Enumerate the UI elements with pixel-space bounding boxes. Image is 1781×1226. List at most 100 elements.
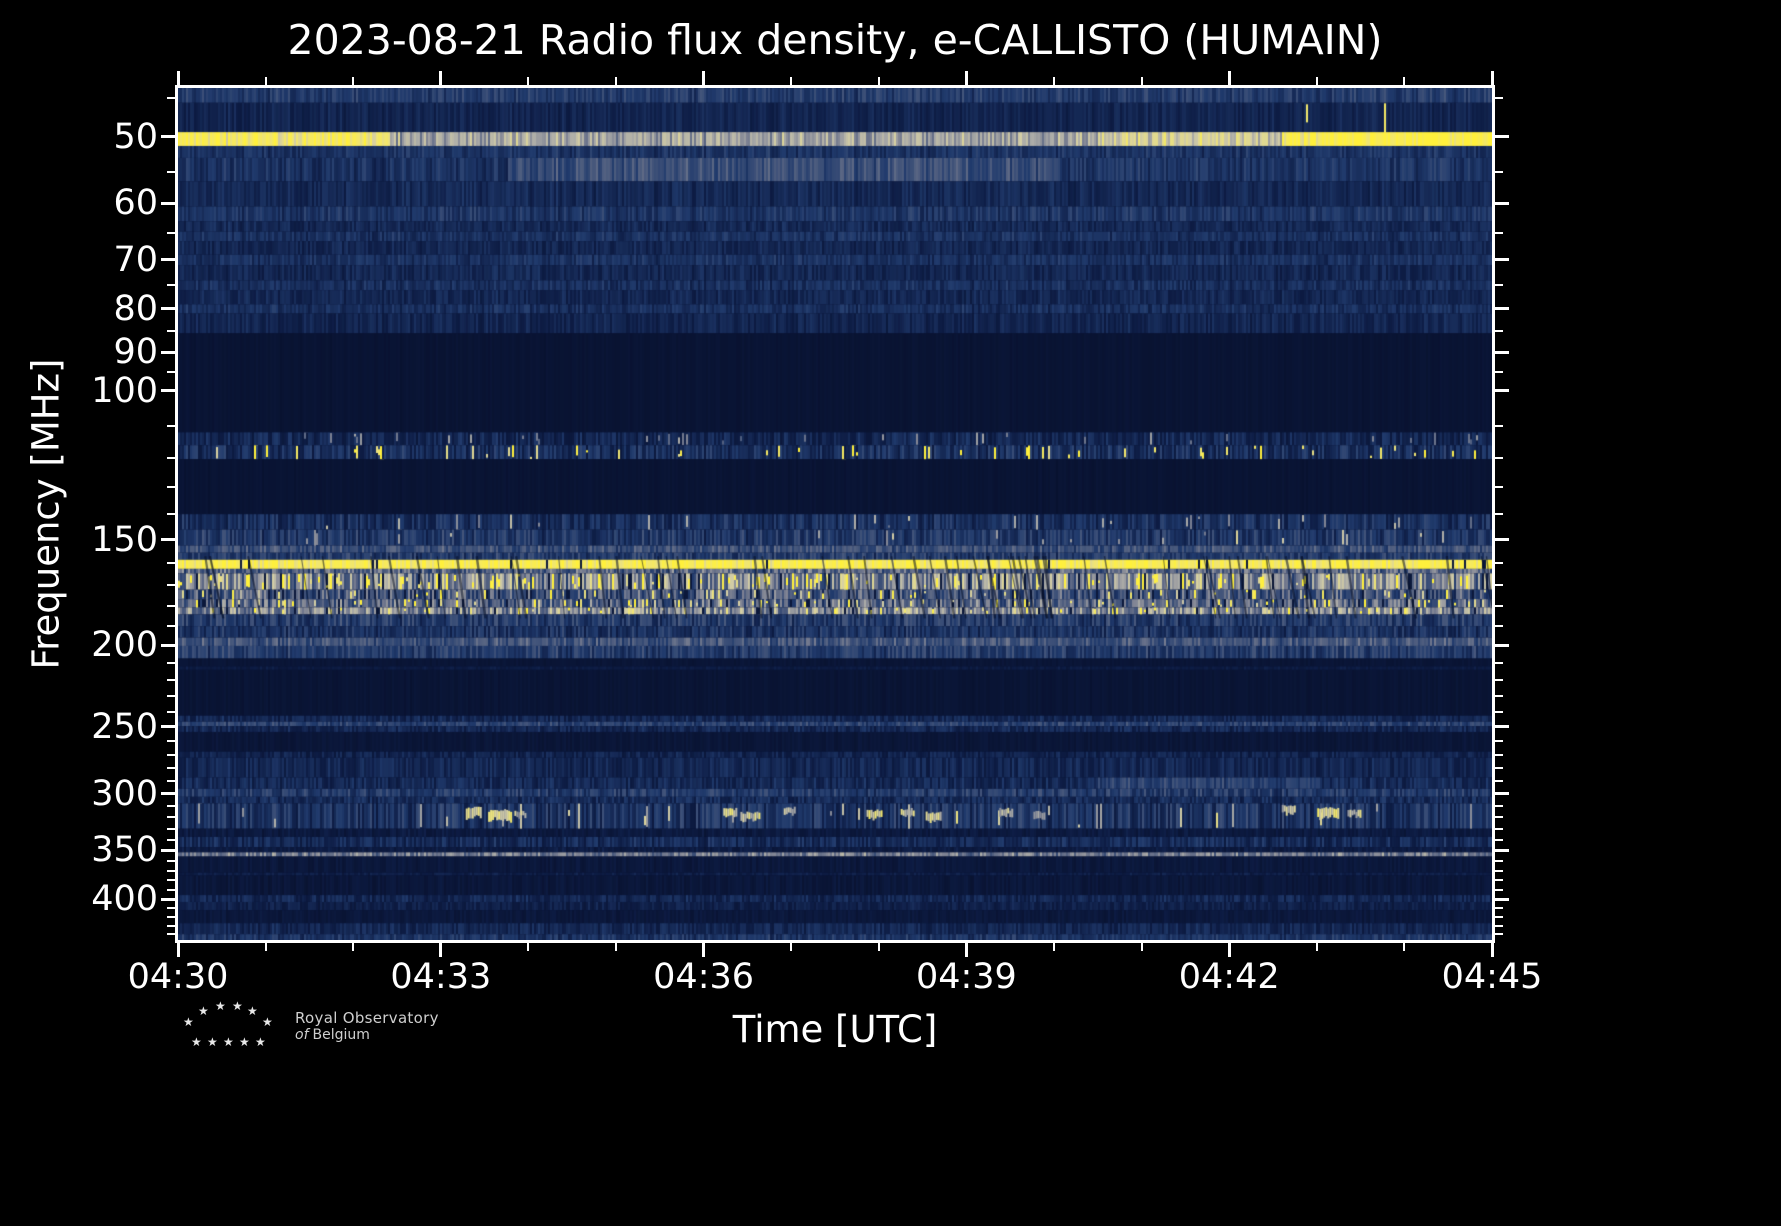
axis-tick [1495, 933, 1503, 936]
axis-tick [1495, 879, 1503, 882]
y-tick-label: 90 [113, 332, 158, 373]
axis-tick [1495, 710, 1503, 713]
axis-tick [1227, 71, 1231, 85]
axis-tick [1495, 816, 1503, 819]
star-icon: ★ [183, 1015, 194, 1029]
axis-tick [527, 77, 530, 85]
star-icon: ★ [232, 999, 243, 1013]
axis-tick [161, 643, 175, 647]
axis-tick [167, 780, 175, 783]
spectrogram-canvas [178, 88, 1492, 940]
rob-logo-line1: Royal Observatory [295, 1009, 439, 1027]
axis-tick [161, 307, 175, 311]
axis-tick [1495, 869, 1503, 872]
star-icon: ★ [223, 1035, 234, 1049]
axis-tick [439, 71, 443, 85]
x-tick-label: 04:45 [1441, 957, 1543, 997]
y-tick-label: 400 [91, 879, 158, 920]
axis-tick [702, 71, 706, 85]
axis-tick [167, 513, 175, 516]
axis-tick [167, 740, 175, 743]
axis-tick [1140, 943, 1143, 951]
axis-tick [167, 924, 175, 927]
y-tick-label: 250 [91, 706, 158, 747]
axis-tick [1495, 513, 1503, 516]
axis-tick [167, 838, 175, 841]
axis-tick [1140, 77, 1143, 85]
axis-tick [167, 625, 175, 628]
spectrogram-plot [175, 85, 1495, 943]
axis-tick [1495, 888, 1503, 891]
axis-tick [790, 943, 793, 951]
axis-tick [167, 816, 175, 819]
axis-tick [964, 943, 968, 957]
axis-tick [167, 695, 175, 698]
x-axis-label: Time [UTC] [732, 1008, 938, 1051]
axis-tick [167, 869, 175, 872]
x-tick-label: 04:42 [1178, 957, 1280, 997]
axis-tick [615, 77, 617, 85]
axis-tick [1495, 907, 1503, 910]
axis-tick [1403, 77, 1406, 85]
axis-tick [1495, 897, 1509, 901]
y-tick-label: 70 [113, 239, 158, 280]
axis-tick [161, 538, 175, 541]
axis-tick [1495, 780, 1503, 783]
axis-tick [176, 71, 180, 85]
axis-tick [1315, 943, 1318, 951]
axis-tick [1495, 370, 1503, 373]
axis-tick [1495, 307, 1509, 311]
axis-tick [1495, 916, 1503, 919]
axis-tick [1495, 625, 1503, 628]
star-icon: ★ [215, 999, 226, 1013]
axis-tick [167, 370, 175, 373]
axis-tick [167, 804, 175, 807]
axis-tick [1495, 838, 1503, 841]
axis-tick [167, 827, 175, 830]
axis-tick [1495, 643, 1509, 647]
axis-tick [167, 907, 175, 910]
axis-tick [1495, 804, 1503, 807]
axis-tick [1495, 389, 1509, 393]
y-tick-label: 200 [91, 625, 158, 666]
axis-tick [877, 943, 880, 951]
axis-tick [1495, 827, 1503, 830]
axis-tick [167, 879, 175, 882]
axis-tick [161, 725, 175, 729]
axis-tick [167, 678, 175, 681]
axis-tick [1490, 943, 1494, 957]
axis-tick [167, 231, 175, 234]
axis-tick [167, 767, 175, 770]
axis-tick [167, 284, 175, 287]
axis-tick [1495, 231, 1503, 234]
axis-tick [1495, 725, 1509, 729]
axis-tick [1495, 661, 1503, 664]
axis-tick [1495, 201, 1509, 205]
axis-tick [161, 258, 175, 262]
axis-tick [264, 77, 267, 85]
star-icon: ★ [207, 1035, 218, 1049]
axis-tick [1227, 943, 1231, 957]
axis-tick [1315, 77, 1318, 85]
axis-tick [167, 710, 175, 713]
axis-tick [167, 584, 175, 587]
axis-tick [1495, 258, 1509, 262]
axis-tick [161, 201, 175, 205]
rob-logo-belgium: Belgium [312, 1027, 370, 1043]
axis-tick [439, 943, 443, 957]
axis-tick [161, 848, 175, 852]
x-tick-label: 04:36 [653, 957, 755, 997]
axis-tick [1053, 77, 1055, 85]
axis-tick [1495, 792, 1509, 796]
axis-tick [1495, 424, 1503, 427]
axis-tick [1495, 538, 1509, 541]
axis-tick [1495, 330, 1503, 333]
x-tick-label: 04:30 [127, 957, 229, 997]
axis-tick [1490, 71, 1494, 85]
axis-tick [167, 170, 175, 173]
axis-tick [352, 943, 355, 951]
axis-tick [1495, 754, 1503, 757]
y-tick-label: 80 [113, 288, 158, 329]
axis-tick [161, 350, 175, 354]
axis-tick [167, 486, 175, 489]
